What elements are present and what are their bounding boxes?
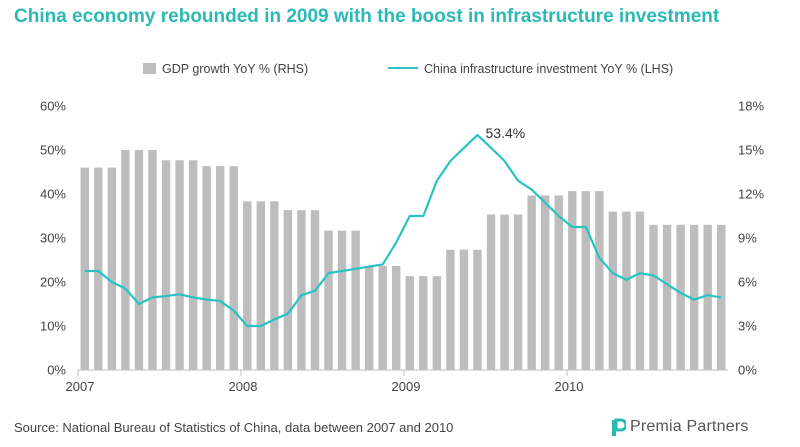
gdp-bar bbox=[432, 276, 442, 370]
gdp-bar bbox=[161, 160, 171, 370]
gdp-bar bbox=[121, 150, 130, 370]
gdp-bar bbox=[717, 224, 726, 370]
logo-text: Premia Partners bbox=[630, 418, 749, 435]
gdp-bars bbox=[80, 150, 726, 370]
gdp-bar bbox=[256, 201, 266, 370]
gdp-bar bbox=[486, 214, 496, 370]
gdp-bar bbox=[608, 211, 618, 370]
y-left-tick-label: 10% bbox=[40, 319, 66, 334]
gdp-bar bbox=[175, 160, 184, 370]
peak-annotation: 53.4% bbox=[486, 125, 526, 141]
y-right-tick-label: 18% bbox=[738, 99, 764, 114]
y-right-tick-label: 3% bbox=[738, 319, 757, 334]
y-axis-right-ticks: 0% 3% 6% 9% 12% 15% 18% bbox=[738, 99, 764, 378]
premia-logo-icon bbox=[612, 418, 626, 436]
y-right-tick-label: 6% bbox=[738, 275, 757, 290]
gdp-bar bbox=[649, 224, 658, 370]
y-right-tick-label: 12% bbox=[738, 187, 764, 202]
gdp-bar bbox=[351, 230, 360, 370]
gdp-bar bbox=[324, 230, 333, 370]
source-note: Source: National Bureau of Statistics of… bbox=[14, 420, 454, 435]
y-axis-left-ticks: 0% 10% 20% 30% 40% 50% 60% bbox=[40, 99, 66, 378]
gdp-bar bbox=[595, 191, 604, 370]
x-tick-label: 2009 bbox=[392, 379, 421, 394]
gdp-bar bbox=[527, 195, 536, 370]
gdp-bar bbox=[581, 191, 591, 370]
x-tick-label: 2008 bbox=[229, 379, 258, 394]
gdp-bar bbox=[283, 210, 293, 370]
y-right-tick-label: 9% bbox=[738, 231, 757, 246]
gdp-bar bbox=[94, 167, 103, 370]
gdp-bar bbox=[80, 167, 89, 370]
y-left-tick-label: 50% bbox=[40, 143, 66, 158]
y-left-tick-label: 20% bbox=[40, 275, 66, 290]
gdp-bar bbox=[676, 224, 685, 370]
gdp-bar bbox=[459, 249, 469, 370]
gdp-bar bbox=[622, 211, 631, 370]
legend-label-line: China infrastructure investment YoY % (L… bbox=[424, 62, 673, 76]
gdp-bar bbox=[568, 191, 577, 370]
x-tick-label: 2010 bbox=[555, 379, 584, 394]
gdp-bar bbox=[513, 214, 523, 370]
gdp-bar bbox=[473, 249, 482, 370]
gdp-bar bbox=[188, 160, 198, 370]
y-right-tick-label: 0% bbox=[738, 363, 757, 378]
gdp-bar bbox=[540, 195, 550, 370]
gdp-bar bbox=[134, 150, 144, 370]
y-left-tick-label: 0% bbox=[47, 363, 66, 378]
gdp-bar bbox=[554, 195, 563, 370]
gdp-bar bbox=[364, 265, 374, 370]
gdp-bar bbox=[270, 201, 279, 370]
legend-swatch-gdp bbox=[143, 63, 156, 74]
gdp-bar bbox=[202, 166, 211, 370]
y-right-tick-label: 15% bbox=[738, 143, 764, 158]
y-left-tick-label: 40% bbox=[40, 187, 66, 202]
gdp-bar bbox=[337, 230, 347, 370]
chart-title: China economy rebounded in 2009 with the… bbox=[14, 6, 720, 27]
gdp-bar bbox=[378, 265, 387, 370]
gdp-bar bbox=[500, 214, 509, 370]
gdp-bar bbox=[148, 150, 157, 370]
gdp-bar bbox=[419, 276, 428, 370]
gdp-bar bbox=[405, 276, 414, 370]
gdp-bar bbox=[703, 224, 712, 370]
gdp-bar bbox=[229, 166, 238, 370]
y-left-tick-label: 30% bbox=[40, 231, 66, 246]
infrastructure-line bbox=[84, 133, 722, 328]
x-axis-ticks: 2007 2008 2009 2010 bbox=[66, 370, 584, 394]
gdp-bar bbox=[392, 265, 401, 370]
brand-logo: Premia Partners bbox=[612, 418, 749, 436]
gdp-bar bbox=[107, 167, 117, 370]
gdp-bar bbox=[446, 249, 455, 370]
legend-label-gdp: GDP growth YoY % (RHS) bbox=[162, 62, 308, 76]
infrastructure-line-path bbox=[84, 133, 722, 328]
gdp-bar bbox=[662, 224, 672, 370]
x-tick-label: 2007 bbox=[66, 379, 95, 394]
y-left-tick-label: 60% bbox=[40, 99, 66, 114]
gdp-bar bbox=[215, 166, 225, 370]
legend: GDP growth YoY % (RHS) China infrastruct… bbox=[143, 62, 673, 76]
gdp-bar bbox=[635, 211, 645, 370]
gdp-bar bbox=[689, 224, 699, 370]
gdp-bar bbox=[297, 210, 306, 370]
gdp-bar bbox=[243, 201, 252, 370]
